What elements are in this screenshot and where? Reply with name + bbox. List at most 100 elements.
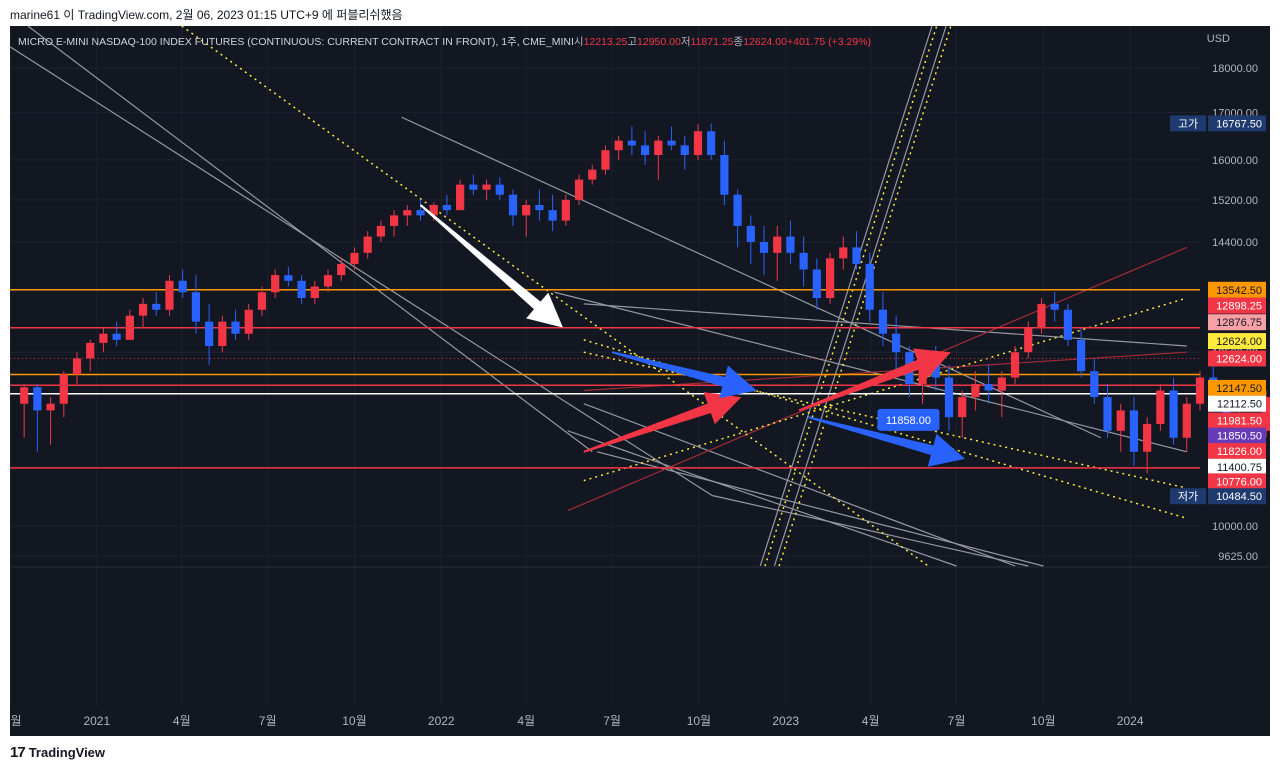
legend-h-label: 고	[627, 36, 637, 48]
price-tag	[1208, 412, 1266, 429]
candle-body	[152, 303, 161, 310]
price-axis: 18000.0017000.0016000.0015200.0014400.00…	[1170, 33, 1266, 563]
candle-body	[931, 364, 940, 378]
candle-body	[1116, 410, 1125, 431]
y-tick-label: 18000.00	[1212, 63, 1258, 75]
candle-body	[99, 333, 108, 343]
grid-lines	[10, 26, 1200, 706]
price-tag	[1208, 281, 1266, 298]
candle-body	[389, 215, 399, 226]
price-tag-value: 12147.50	[1216, 383, 1262, 395]
y-tick-label: 16000.00	[1212, 155, 1258, 167]
candle-body	[165, 280, 174, 310]
x-tick-label: 10월	[1031, 714, 1055, 728]
candle-body	[337, 263, 346, 276]
price-tag-value: 12624.00	[1216, 336, 1262, 348]
candle-body	[508, 194, 518, 216]
candle-body	[20, 387, 29, 404]
legend-c: 12624.00	[743, 36, 787, 48]
candle-body	[1156, 390, 1165, 424]
x-tick-label: 10월	[342, 714, 366, 728]
candle-body	[918, 364, 927, 385]
candle-body	[825, 258, 835, 299]
chart-panel[interactable]: 11858.00 18000.00 17000.00 16000.00 15200.0…	[10, 26, 1270, 736]
candle-body	[588, 169, 597, 180]
candle-body	[403, 210, 412, 216]
price-tag-value: 11400.75	[1217, 462, 1262, 474]
x-tick-label: 2022	[428, 714, 455, 728]
candle-body	[984, 384, 993, 391]
candle-body	[535, 204, 544, 211]
drawn-arrows: 11858.00	[419, 204, 966, 467]
x-tick-label: 4월	[517, 714, 535, 728]
candles	[20, 123, 1270, 474]
candle-body	[376, 225, 385, 237]
trend-line	[401, 116, 1102, 439]
x-tick-label: 7월	[948, 714, 966, 728]
candle-body	[231, 321, 240, 334]
candle-body	[1195, 377, 1205, 404]
trend-line	[10, 46, 713, 496]
candle-body	[1063, 309, 1072, 340]
candle-body	[574, 179, 584, 200]
legend-l-label: 저	[681, 36, 691, 48]
candle-body	[601, 150, 610, 170]
legend: MICRO E-MINI NASDAQ-100 INDEX FUTURES (C…	[18, 36, 871, 48]
price-tag-value: 11850.50	[1217, 431, 1262, 443]
price-tag-value: 11826.00	[1217, 446, 1262, 458]
candle-body	[865, 263, 874, 310]
candle-body	[46, 403, 55, 411]
price-tag-label: 저가	[1178, 490, 1198, 503]
price-tag-value: 12624.00	[1216, 353, 1262, 365]
candle-body	[680, 145, 689, 156]
blue-arrow-icon	[611, 351, 757, 399]
price-chart[interactable]: 11858.00 18000.0017000.0016000.0015200.0…	[10, 26, 1270, 736]
price-tag-value: 16767.50	[1216, 118, 1262, 130]
trend-line	[596, 451, 1044, 567]
candle-body	[323, 275, 333, 287]
trend-line	[711, 494, 1029, 567]
price-tag	[1208, 115, 1266, 132]
x-tick-label: 4월	[173, 714, 191, 728]
candle-body	[205, 321, 214, 346]
candle-body	[707, 131, 716, 156]
x-tick-label: 2021	[83, 714, 110, 728]
price-tag	[1208, 458, 1266, 475]
candle-body	[693, 131, 703, 156]
candle-body	[86, 342, 95, 359]
candle-body	[627, 140, 636, 146]
legend-o: 12213.25	[584, 36, 628, 48]
candle-body	[482, 184, 491, 190]
candle-body	[548, 210, 557, 221]
candle-body	[1143, 423, 1152, 452]
price-tag-value: 12898.25	[1216, 301, 1262, 313]
x-tick-label: 7월	[259, 714, 277, 728]
horizontal-levels	[10, 289, 1200, 469]
candle-body	[456, 184, 465, 211]
legend-c-label: 종	[734, 36, 744, 48]
price-tag-value: 13542.50	[1216, 285, 1262, 297]
candle-body	[1050, 303, 1059, 310]
tradingview-logo-icon: 17	[10, 744, 26, 761]
footer-brand: TradingView	[28, 745, 106, 760]
candle-body	[773, 236, 782, 253]
candle-body	[733, 194, 742, 226]
candle-body	[363, 236, 372, 253]
candle-body	[1037, 303, 1046, 328]
blue-arrow-icon	[808, 416, 966, 467]
dotted-trend-line	[778, 26, 952, 567]
x-tick-label: 2024	[1117, 714, 1144, 728]
candle-body	[878, 309, 888, 334]
candle-body	[812, 269, 821, 299]
annotation-bubble	[877, 408, 940, 431]
legend-l: 11871.25	[691, 36, 734, 48]
candle-body	[244, 309, 253, 334]
candle-body	[958, 397, 967, 418]
candle-body	[1129, 410, 1139, 452]
candle-body	[469, 184, 478, 190]
candle-body	[350, 252, 359, 264]
candle-body	[72, 358, 82, 375]
candle-body	[310, 286, 319, 299]
trend-line	[567, 430, 957, 567]
price-tag	[1208, 333, 1266, 350]
